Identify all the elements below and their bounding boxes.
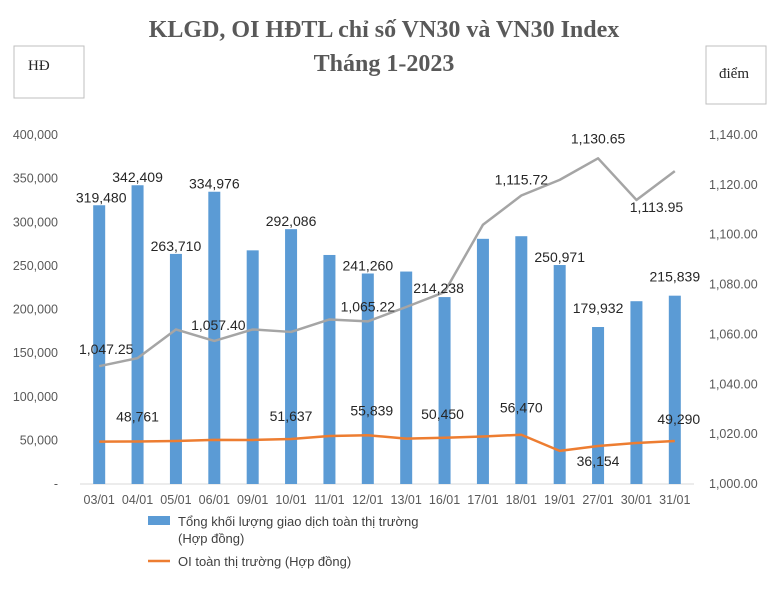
bar-volume [361,273,374,484]
legend-label-volume-line1: Tổng khối lượng giao dịch toàn thị trườn… [178,514,418,529]
bar-volume-label: 241,260 [343,258,394,274]
right-tick-label: 1,080.00 [709,278,758,292]
bar-volume [93,205,106,484]
bar-volume [668,295,681,484]
line-vn30-index-label: 1,130.65 [571,130,626,146]
line-vn30-index-label: 1,057.40 [191,317,246,333]
x-tick-label: 09/01 [237,493,268,507]
x-tick-label: 06/01 [199,493,230,507]
x-tick-label: 18/01 [506,493,537,507]
bar-volume [246,250,259,484]
bar-volume-label: 292,086 [266,213,317,229]
bar-volume [630,301,643,484]
bar-volume-label: 215,839 [650,269,701,285]
bar-volume-label: 334,976 [189,176,240,192]
left-tick-label: 350,000 [13,172,58,186]
x-axis: 03/01 04/01 05/01 06/01 09/01 10/01 11/01 12/01… [84,493,691,507]
legend-swatch-volume [148,516,170,525]
bar-volume-label: 179,932 [573,300,624,316]
bar-volume-label: 342,409 [112,169,163,185]
right-tick-label: 1,060.00 [709,327,758,341]
right-axis: 1,000.00 1,020.00 1,040.00 1,060.00 1,080.00… [709,128,758,491]
x-tick-label: 03/01 [84,493,115,507]
line-oi-label: 49,290 [657,411,700,427]
right-tick-label: 1,000.00 [709,477,758,491]
bar-volume [169,253,182,484]
left-tick-label: 400,000 [13,128,58,142]
x-tick-label: 31/01 [659,493,690,507]
x-tick-label: 27/01 [582,493,613,507]
left-tick-label: 300,000 [13,215,58,229]
bar-volume [515,236,528,484]
data-labels: 319,480 342,409 263,710 334,976 292,086 241,2… [76,130,701,469]
bar-series [93,185,681,484]
bar-volume [438,297,451,484]
x-tick-label: 16/01 [429,493,460,507]
left-unit-box: HĐ [13,45,85,99]
x-tick-label: 13/01 [391,493,422,507]
left-axis: - 50,000 100,000 150,000 200,000 250,000 300,0… [13,128,58,491]
right-tick-label: 1,120.00 [709,178,758,192]
line-oi-label: 36,154 [577,453,620,469]
bar-volume [476,238,489,484]
bar-volume [553,265,566,484]
chart-subtitle: Tháng 1-2023 [314,51,455,77]
x-tick-label: 05/01 [160,493,191,507]
x-tick-label: 10/01 [275,493,306,507]
bar-volume-label: 319,480 [76,189,127,205]
bar-volume-label: 263,710 [151,238,202,254]
line-oi-label: 48,761 [116,408,159,424]
line-vn30-index-label: 1,113.95 [630,199,684,215]
line-vn30-index-label: 1,065.22 [341,298,396,314]
left-unit-label: HĐ [28,58,50,74]
line-oi-label: 51,637 [270,408,313,424]
right-unit-label: điểm [719,66,749,82]
left-tick-label: - [54,477,58,491]
bar-volume [285,229,298,484]
left-tick-label: 200,000 [13,303,58,317]
bar-volume-label: 214,238 [413,280,464,296]
right-tick-label: 1,020.00 [709,427,758,441]
right-tick-label: 1,100.00 [709,228,758,242]
line-series [98,157,676,453]
bar-volume [323,254,336,484]
line-oi-label: 55,839 [350,402,393,418]
x-tick-label: 19/01 [544,493,575,507]
x-tick-label: 12/01 [352,493,383,507]
left-tick-label: 250,000 [13,259,58,273]
left-tick-label: 150,000 [13,346,58,360]
line-oi-label: 50,450 [421,406,464,422]
x-tick-label: 30/01 [621,493,652,507]
bar-volume [131,185,144,484]
x-tick-label: 04/01 [122,493,153,507]
line-oi [99,433,675,453]
chart-title: KLGD, OI HĐTL chỉ số VN30 và VN30 Index [149,17,620,43]
right-unit-box: điểm [705,45,767,105]
legend: Tổng khối lượng giao dịch toàn thị trườn… [148,514,418,569]
x-tick-label: 11/01 [314,493,344,507]
bar-volume [400,271,413,484]
right-tick-label: 1,140.00 [709,128,758,142]
legend-label-volume-line2: (Hợp đồng) [178,531,244,546]
line-vn30-index [98,157,676,368]
right-tick-label: 1,040.00 [709,377,758,391]
left-tick-label: 100,000 [13,390,58,404]
line-vn30-index-label: 1,047.25 [79,341,134,357]
bar-volume [208,191,221,484]
line-oi-label: 56,470 [500,400,543,416]
bar-volume-label: 250,971 [534,249,585,265]
line-vn30-index-label: 1,115.72 [495,172,549,188]
left-tick-label: 50,000 [20,433,58,447]
legend-label-oi: OI toàn thị trường (Hợp đồng) [178,554,351,569]
x-tick-label: 17/01 [467,493,498,507]
